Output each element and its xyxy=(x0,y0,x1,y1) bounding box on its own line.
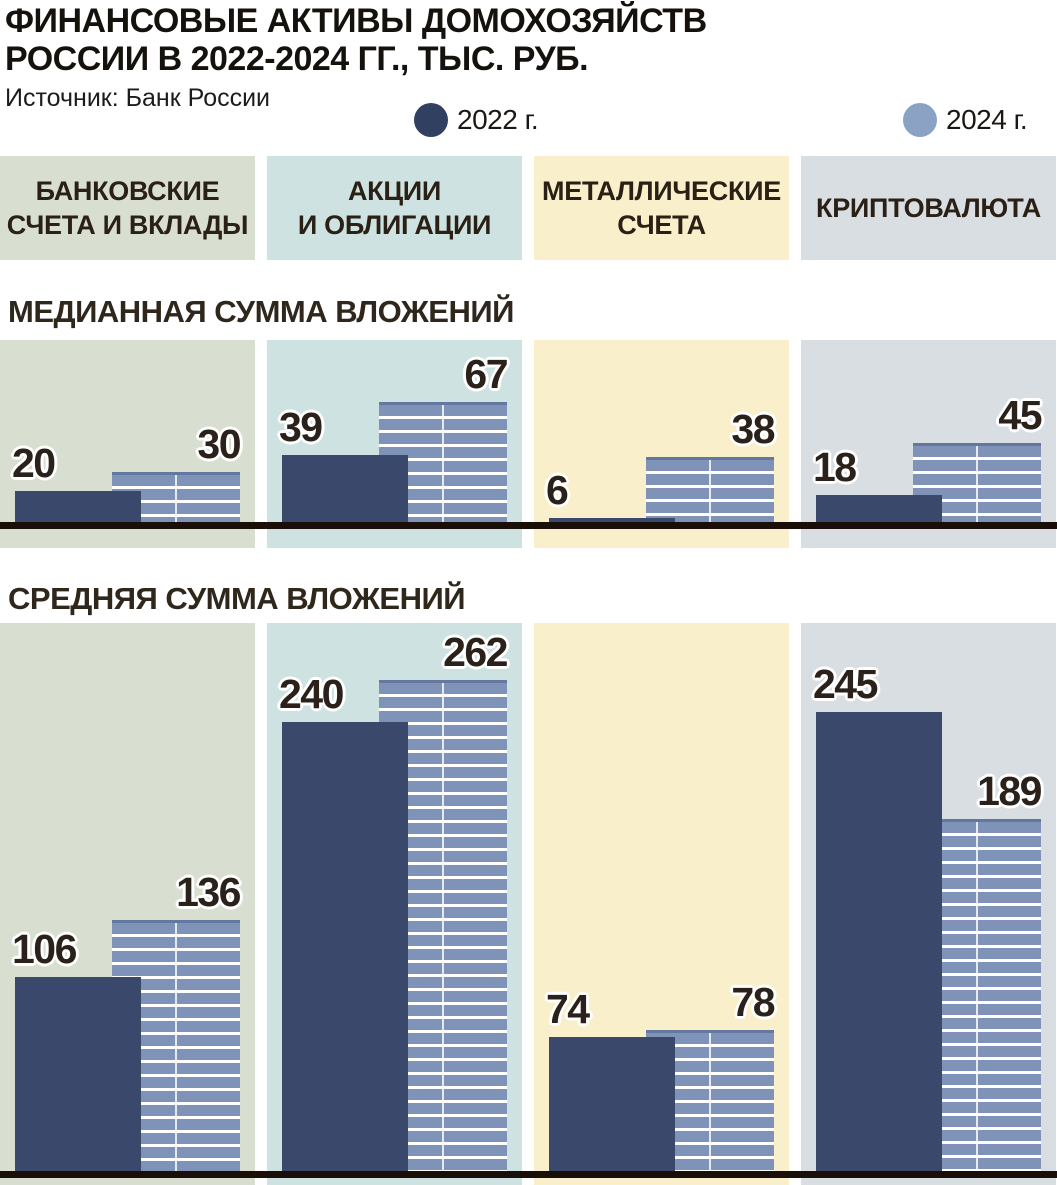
chart-panel: 240 262 xyxy=(267,623,522,1185)
category-label-line: СЧЕТА xyxy=(617,210,706,240)
axis-baseline xyxy=(0,1171,1057,1178)
section-heading-median: МЕДИАННАЯ СУММА ВЛОЖЕНИЙ xyxy=(8,294,514,329)
category-label-line: КРИПТОВАЛЮТА xyxy=(816,193,1041,223)
category-header-1: БАНКОВСКИЕ СЧЕТА И ВКЛАДЫ xyxy=(0,156,255,260)
legend-dot-2024-icon xyxy=(903,103,937,137)
value-label-2022: 74 xyxy=(546,986,590,1032)
category-header-4: КРИПТОВАЛЮТА xyxy=(801,156,1056,260)
legend-item-2022: 2022 г. xyxy=(414,103,539,137)
source-note: Источник: Банк России xyxy=(5,84,271,112)
bar-2022 xyxy=(549,1037,675,1178)
chart-panel: 245 189 xyxy=(801,623,1056,1185)
category-header-row: БАНКОВСКИЕ СЧЕТА И ВКЛАДЫ АКЦИИ И ОБЛИГАЦИИ… xyxy=(0,156,1057,260)
value-label-2024: 45 xyxy=(998,392,1042,438)
value-label-2022: 20 xyxy=(12,440,56,486)
value-label-2024: 136 xyxy=(176,869,241,915)
value-label-2024: 30 xyxy=(197,421,241,467)
bar-2022 xyxy=(282,455,408,529)
value-label-2024: 189 xyxy=(977,768,1042,814)
chart-panel: 106 136 xyxy=(0,623,255,1185)
value-label-2024: 262 xyxy=(443,629,508,675)
bar-2024 xyxy=(646,457,774,529)
bar-2022 xyxy=(816,712,942,1178)
value-label-2022: 39 xyxy=(279,404,323,450)
bar-2022 xyxy=(282,722,408,1178)
category-header-3: МЕТАЛЛИЧЕСКИЕ СЧЕТА xyxy=(534,156,789,260)
category-label-line: МЕТАЛЛИЧЕСКИЕ xyxy=(542,176,781,206)
value-label-2022: 240 xyxy=(279,671,344,717)
value-label-2024: 67 xyxy=(464,351,508,397)
category-label-line: БАНКОВСКИЕ xyxy=(35,176,220,206)
legend-label-2024: 2024 г. xyxy=(946,104,1028,135)
value-label-2022: 6 xyxy=(546,467,569,513)
value-label-2024: 78 xyxy=(731,979,775,1025)
value-label-2022: 18 xyxy=(813,444,857,490)
category-label-line: АКЦИИ xyxy=(347,176,441,206)
category-label-line: СЧЕТА И ВКЛАДЫ xyxy=(6,210,249,240)
chart-section-average: 106 136 240 262 74 78 245 189 xyxy=(0,623,1057,1185)
page-title-line1: ФИНАНСОВЫЕ АКТИВЫ ДОМОХОЗЯЙСТВ xyxy=(5,2,707,40)
category-label-line: И ОБЛИГАЦИИ xyxy=(297,210,492,240)
axis-baseline xyxy=(0,522,1057,529)
legend-item-2024: 2024 г. xyxy=(903,103,1028,137)
page-title: ФИНАНСОВЫЕ АКТИВЫ ДОМОХОЗЯЙСТВ РОССИИ В … xyxy=(5,2,707,78)
chart-panel: 18 45 xyxy=(801,340,1056,548)
legend-dot-2022-icon xyxy=(414,103,448,137)
page-title-line2: РОССИИ В 2022-2024 ГГ., ТЫС. РУБ. xyxy=(5,40,589,78)
chart-section-median: 20 30 39 67 6 38 18 45 xyxy=(0,340,1057,548)
legend-label-2022: 2022 г. xyxy=(457,104,539,135)
section-heading-average: СРЕДНЯЯ СУММА ВЛОЖЕНИЙ xyxy=(8,581,466,616)
value-label-2024: 38 xyxy=(731,406,775,452)
chart-panel: 20 30 xyxy=(0,340,255,548)
category-header-2: АКЦИИ И ОБЛИГАЦИИ xyxy=(267,156,522,260)
bar-2022 xyxy=(15,977,141,1178)
chart-panel: 74 78 xyxy=(534,623,789,1185)
value-label-2022: 245 xyxy=(813,661,878,707)
chart-panel: 39 67 xyxy=(267,340,522,548)
value-label-2022: 106 xyxy=(12,926,77,972)
chart-panel: 6 38 xyxy=(534,340,789,548)
